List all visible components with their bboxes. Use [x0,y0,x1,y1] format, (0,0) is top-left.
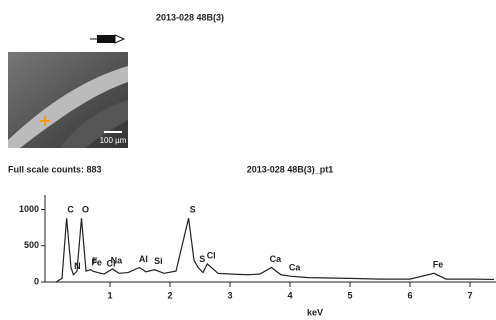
peak-label: Fe [433,260,444,270]
sem-image: 100 µm [8,52,128,148]
icon [90,35,124,43]
chart-title: 2013-028 48B(3)_pt1 [247,164,334,174]
x-tick-label: 7 [467,290,472,300]
peak-label: S [190,205,196,215]
peak-label: S [199,254,205,264]
x-tick-label: 6 [407,290,412,300]
chart: 2013-028 48B(3) 100 µm Full scale counts… [0,0,496,320]
peak-label: Si [154,256,163,266]
x-axis-label: keV [307,307,323,317]
y-tick-label: 1000 [19,204,39,214]
x-tick-label: 3 [227,290,232,300]
page: 2013-028 48B(3) 100 µm Full scale counts… [0,0,496,320]
y-tick-label: 500 [24,240,39,250]
peak-label: Na [111,255,123,265]
peak-label: Ca [289,263,301,273]
x-tick-label: 2 [167,290,172,300]
peak-label: N [74,261,81,271]
full-scale: Full scale counts: 883 [8,164,102,174]
peak-label: C [67,205,74,215]
x-tick-label: 1 [107,290,112,300]
page-title: 2013-028 48B(3) [156,12,224,22]
x-tick-label: 4 [287,290,292,300]
y-tick-label: 0 [34,276,39,286]
scale-label: 100 µm [100,136,127,145]
spectrum [56,218,494,282]
peak-label: Fe [91,258,102,268]
peak-label: Cl [207,250,216,260]
peak-label: O [82,205,89,215]
x-tick-label: 5 [347,290,352,300]
peak-label: Al [139,254,148,264]
peak-label: Ca [270,254,282,264]
